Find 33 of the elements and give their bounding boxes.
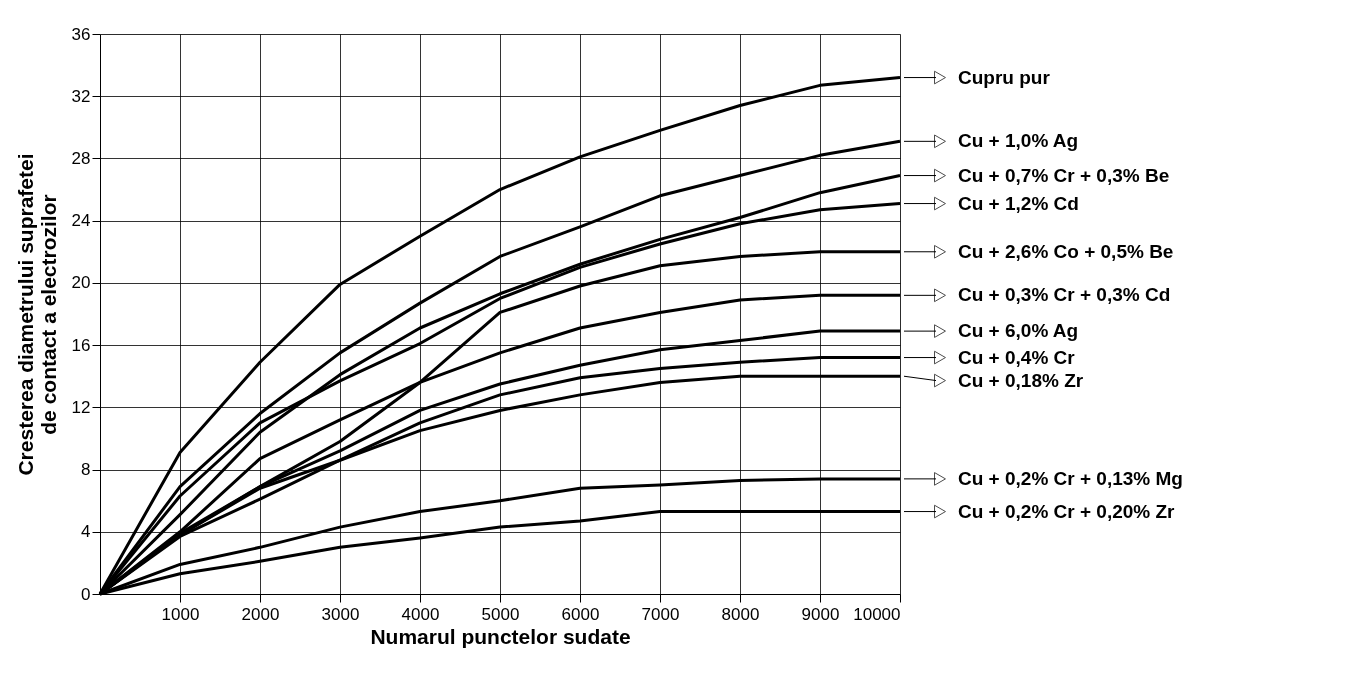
- legend-label: Cu + 0,2% Cr + 0,20% Zr: [958, 500, 1176, 522]
- legend-label: Cu + 6,0% Ag: [958, 320, 1079, 342]
- y-tick-label: 20: [71, 273, 91, 293]
- legend-label: Cu + 2,6% Co + 0,5% Be: [958, 240, 1174, 262]
- y-tick-label: 16: [71, 335, 91, 355]
- legend-label: Cu + 0,3% Cr + 0,3% Cd: [958, 284, 1171, 306]
- x-tick-label: 3000: [321, 604, 360, 624]
- x-tick-label: 6000: [561, 604, 600, 624]
- legend-label: Cu + 0,18% Zr: [958, 369, 1084, 391]
- x-tick-label: 2000: [241, 604, 280, 624]
- x-tick-label: 9000: [801, 604, 840, 624]
- y-axis-title: Cresterea diametrului suprafetei de contact a electrozilor: [13, 153, 60, 476]
- y-tick-label: 24: [71, 211, 91, 231]
- y-tick-label: 28: [71, 148, 91, 168]
- legend-label: Cu + 0,7% Cr + 0,3% Be: [958, 164, 1170, 186]
- y-tick-label: 12: [71, 397, 91, 417]
- x-axis-title: Numarul punctelor sudate: [370, 624, 631, 648]
- legend-label: Cu + 0,2% Cr + 0,13% Mg: [958, 467, 1183, 489]
- y-tick-label: 0: [81, 584, 91, 604]
- y-tick-label: 8: [81, 460, 91, 480]
- x-tick-label: 5000: [481, 604, 520, 624]
- legend-label: Cupru pur: [958, 66, 1051, 88]
- legend-label: Cu + 1,0% Ag: [958, 130, 1079, 152]
- x-tick-label: 7000: [641, 604, 680, 624]
- y-tick-label: 36: [71, 24, 91, 44]
- legend-label: Cu + 1,2% Cd: [958, 192, 1079, 214]
- y-tick-label: 4: [81, 522, 91, 542]
- x-tick-label: 8000: [721, 604, 760, 624]
- y-tick-label: 32: [71, 86, 91, 106]
- legend-label: Cu + 0,4% Cr: [958, 346, 1076, 368]
- x-tick-label: 4000: [401, 604, 440, 624]
- x-tick-label: 1000: [161, 604, 200, 624]
- x-tick-label: 10000: [853, 604, 901, 624]
